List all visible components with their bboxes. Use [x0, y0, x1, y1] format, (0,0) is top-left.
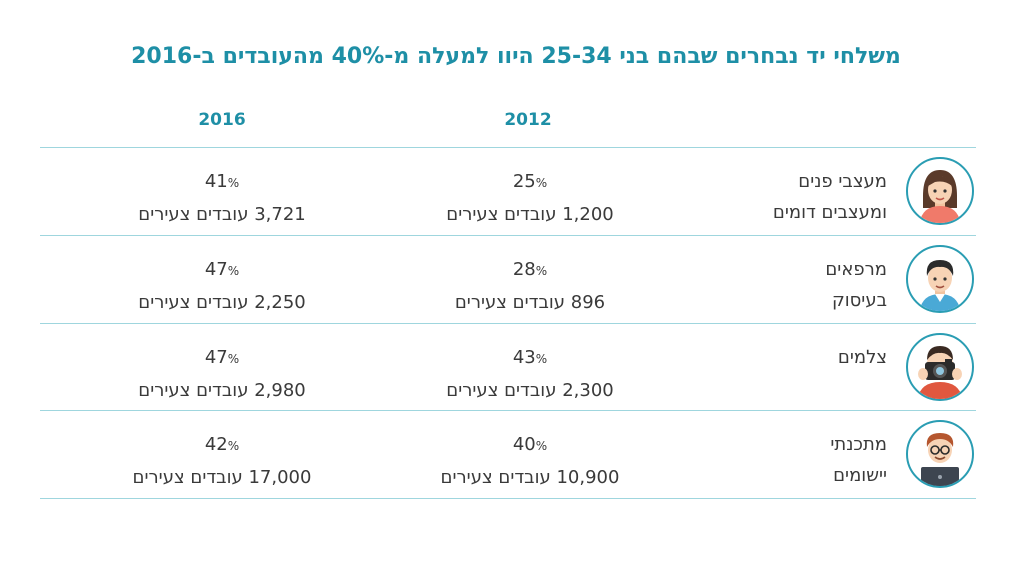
- table-row: צלמים 43% 2,300 עובדים צעירים 47% 2,980 …: [0, 324, 1032, 410]
- profession-name: מרפאים בעיסוק: [825, 259, 887, 311]
- value-2016: 47% 2,250 עובדים צעירים: [138, 259, 306, 313]
- profession-name: מעצבי פנים ומעצבים דומים: [772, 171, 887, 223]
- value-2012: 28% 896 עובדים צעירים: [454, 259, 606, 313]
- column-header-2012: 2012: [504, 110, 552, 130]
- divider: [40, 410, 976, 411]
- value-2012: 43% 2,300 עובדים צעירים: [446, 347, 614, 401]
- programmer-icon: [905, 419, 975, 489]
- value-2016: 42% 17,000 עובדים צעירים: [132, 434, 312, 488]
- woman-icon: [905, 156, 975, 226]
- page-title: משלחי יד נבחרים שבהם בני 25-34 היוו למעל…: [131, 44, 901, 69]
- value-2016: 41% 3,721 עובדים צעירים: [138, 171, 306, 225]
- divider: [40, 323, 976, 324]
- divider: [40, 235, 976, 236]
- table-row: מתכנתי יישומים 40% 10,900 עובדים צעירים …: [0, 411, 1032, 497]
- man-icon: [905, 244, 975, 314]
- profession-name: צלמים: [837, 347, 887, 368]
- value-2012: 25% 1,200 עובדים צעירים: [446, 171, 614, 225]
- divider: [40, 498, 976, 499]
- column-header-2016: 2016: [198, 110, 246, 130]
- photographer-icon: [905, 332, 975, 402]
- divider: [40, 147, 976, 148]
- table-row: מרפאים בעיסוק 28% 896 עובדים צעירים 47% …: [0, 236, 1032, 322]
- value-2012: 40% 10,900 עובדים צעירים: [440, 434, 620, 488]
- table-row: מעצבי פנים ומעצבים דומים 25% 1,200 עובדי…: [0, 148, 1032, 234]
- value-2016: 47% 2,980 עובדים צעירים: [138, 347, 306, 401]
- profession-name: מתכנתי יישומים: [830, 434, 887, 486]
